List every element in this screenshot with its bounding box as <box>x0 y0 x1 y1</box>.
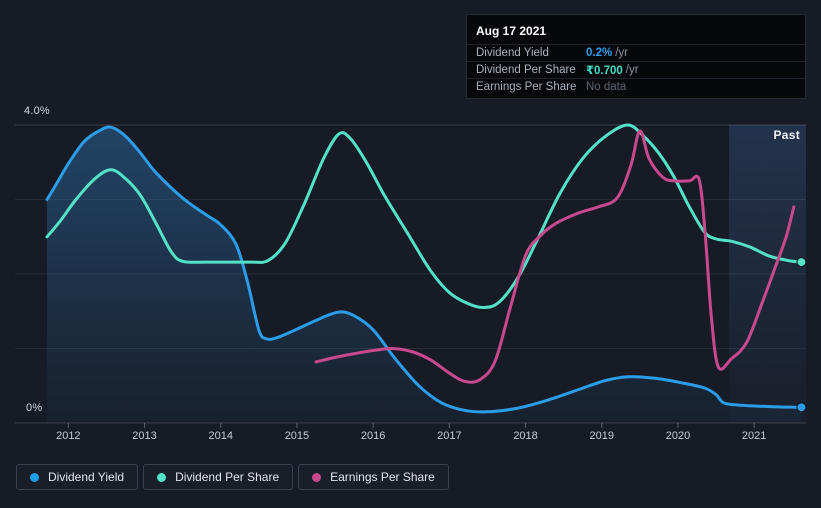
chart-tooltip: Aug 17 2021 Dividend Yield 0.2%/yr Dividen… <box>466 14 806 99</box>
legend-item-label: Dividend Yield <box>48 470 125 484</box>
tooltip-row-label: Dividend Per Share <box>476 64 576 76</box>
tooltip-row-value: ₹0.700 <box>586 65 623 77</box>
x-axis-label-2017: 2017 <box>437 430 462 442</box>
series-line-dividend-per-share <box>45 123 803 310</box>
y-axis-max-label: 4.0% <box>24 105 50 117</box>
x-axis-label-2015: 2015 <box>284 430 310 442</box>
legend-series-dot-icon <box>312 472 322 482</box>
tooltip-row-unit: /yr <box>615 47 628 59</box>
y-axis-min-label: 0% <box>26 402 43 414</box>
x-axis-label-2013: 2013 <box>132 430 157 442</box>
legend-item-label: Dividend Per Share <box>175 470 280 484</box>
x-axis-label-2014: 2014 <box>208 430 233 442</box>
x-axis-label-2021: 2021 <box>741 430 767 442</box>
series-area-dividend-yield <box>47 127 802 423</box>
legend-item-dividend-yield[interactable]: Dividend Yield <box>16 464 139 490</box>
x-axis-label-2012: 2012 <box>56 430 81 442</box>
tooltip-date: Aug 17 2021 <box>476 24 547 38</box>
legend-series-dot-icon <box>157 472 167 482</box>
legend-item-earnings-per-share[interactable]: Earnings Per Share <box>298 464 449 490</box>
past-region <box>729 125 806 423</box>
x-axis-label-2020: 2020 <box>665 430 691 442</box>
x-axis-label-2018: 2018 <box>513 430 538 442</box>
tooltip-row-label: Dividend Yield <box>476 47 549 59</box>
legend-item-label: Earnings Per Share <box>330 470 435 484</box>
x-axis-label-2016: 2016 <box>360 430 386 442</box>
series-line-dividend-yield <box>45 125 803 414</box>
past-region-label: Past <box>773 128 800 142</box>
legend-series-dot-icon <box>30 472 39 482</box>
tooltip-row: Dividend Yield 0.2%/yr <box>467 44 805 61</box>
tooltip-row: Earnings Per Share No data <box>467 78 805 95</box>
tooltip-row-value: 0.2% <box>586 47 613 59</box>
series-end-dot-dividend-yield <box>796 402 807 413</box>
series-line-earnings-per-share <box>314 129 796 384</box>
chart-legend: Dividend Yield Dividend Per Share Earnings… <box>16 464 449 490</box>
legend-item-dividend-per-share[interactable]: Dividend Per Share <box>143 464 294 490</box>
tooltip-row-value: No data <box>586 81 627 93</box>
series-end-dot-dividend-per-share <box>796 257 807 268</box>
x-axis-label-2019: 2019 <box>589 430 614 442</box>
tooltip-row: Dividend Per Share ₹0.700/yr <box>467 61 805 78</box>
tooltip-row-label: Earnings Per Share <box>476 81 577 93</box>
x-axis-labels: 2012 2013 2014 2015 2016 2017 2018 2019 2020 2021 <box>0 430 821 446</box>
tooltip-row-unit: /yr <box>625 64 639 76</box>
